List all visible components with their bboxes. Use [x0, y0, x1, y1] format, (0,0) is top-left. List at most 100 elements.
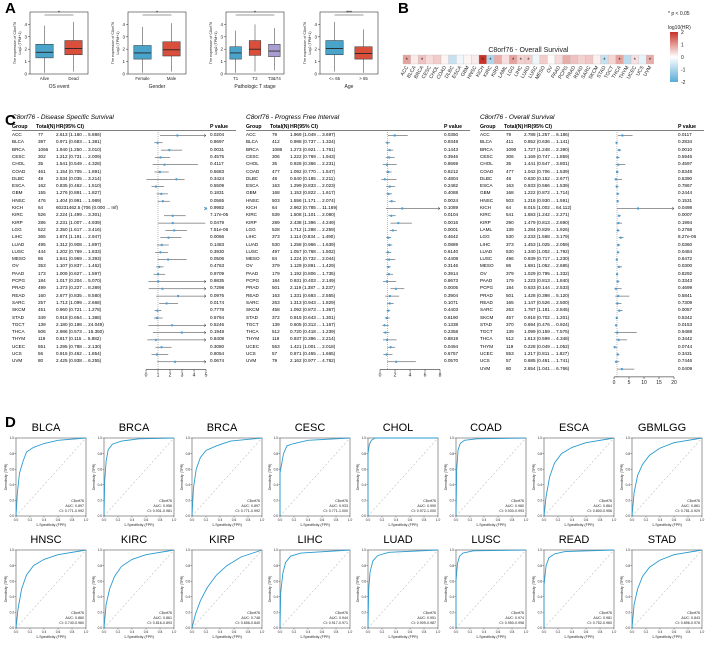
row-pvalue: 0.0409 [678, 365, 693, 371]
sig-label: * [58, 11, 60, 17]
y-tick-label: 0.0 [626, 514, 631, 518]
row-group: ACC [12, 132, 22, 137]
row-hr: 0.633 (0.144 ... 2.533) [524, 285, 570, 291]
row-group: UVM [480, 365, 491, 371]
row-pvalue: 0.9709 [210, 270, 225, 276]
row-total: 35 [506, 161, 512, 167]
legend-tick: 2 [681, 30, 684, 36]
row-hr: 1.042 (0.706 ... 1.539) [524, 168, 570, 174]
y-tick-label: 0.4 [362, 483, 367, 487]
row-pvalue: 0.9835 [210, 278, 225, 283]
row-hr: 1.421 (1.001 ... 2.018) [290, 343, 336, 349]
x-tick-label: 0.4 [306, 518, 311, 522]
row-group: THCA [480, 336, 493, 342]
sig-star: * [520, 58, 523, 64]
row-group: MESO [12, 256, 26, 262]
row-pvalue: 0.5390 [678, 175, 693, 181]
diagonal-reference [631, 549, 703, 629]
hr-point-THCA [617, 338, 621, 342]
row-total: 503 [272, 197, 280, 203]
row-pvalue: 0.6757 [444, 351, 459, 356]
x-tick-label: 0.0 [190, 630, 195, 634]
hr-point-MESO [617, 265, 621, 269]
hr-point-SARC [165, 302, 168, 305]
row-hr: 2.986 (0.573 ... 15.350) [56, 329, 104, 335]
row-group: UCEC [12, 343, 26, 349]
row-hr: 0.852 (0.636 ... 1.141) [524, 139, 570, 145]
sig-label: * [254, 11, 256, 17]
y-tick-label: 0.4 [10, 483, 15, 487]
x-tick-label: 0.8 [70, 518, 75, 522]
roc-title: COAD [470, 422, 502, 434]
x-tick-label: 1.0 [84, 518, 89, 522]
row-pvalue: 0.0976 [210, 292, 225, 298]
cancer-label: UCS [635, 64, 646, 77]
row-hr: 1.092 (0.873 ... 1.367) [290, 307, 336, 313]
roc-plot-GBMLGG: 0.00.0 0.2 0.2 0.4 0.4 0.6 0.6 0.8 0.8 1.0 1.0 1-Sp… [620, 436, 704, 527]
x-tick-label: 0.4 [218, 518, 223, 522]
x-tick-label: 0.8 [598, 630, 603, 634]
x-tick-label: 0.6 [672, 518, 677, 522]
row-group: COAD [246, 168, 260, 174]
ci-label: CI: 0.917-0.971 [323, 621, 348, 625]
x-tick-label: 0 [145, 373, 148, 379]
x-tick-label: 0.0 [542, 630, 547, 634]
hr-point-THYM [385, 338, 389, 342]
x-tick-label: 0.8 [510, 630, 515, 634]
hr-point-CESC [159, 156, 162, 159]
row-pvalue: 0.4088 [444, 190, 459, 196]
row-hr: 0.931 (0.403 ... 2.149) [290, 278, 336, 283]
row-hr: 1.114 (0.834 ... 1.490) [290, 234, 335, 240]
y-tick-label: 0.4 [450, 595, 455, 599]
hr-point-KIRP [617, 221, 620, 225]
x-tick-label: T3&T4 [268, 76, 282, 81]
row-pvalue: 0.4597 [678, 161, 693, 167]
x-tick-label: > 65 [359, 76, 368, 81]
x-tick-label: 0.0 [14, 518, 19, 522]
roc-title: LIHC [297, 534, 323, 546]
roc-curve [103, 549, 175, 629]
y-tick-label: 4 [314, 22, 317, 27]
column-header: P value [444, 124, 463, 130]
sig-star: * [482, 58, 485, 64]
row-pvalue: 0.0174 [210, 299, 225, 305]
y-tick-label: 2 [24, 47, 27, 52]
y-tick-label: 0.0 [186, 626, 191, 630]
row-hr: 1.299 (0.833 ... 2.023) [290, 183, 336, 189]
legend-tick: 1 [681, 43, 684, 49]
y-axis-label: The expression of C8orf76 [209, 22, 213, 64]
diagonal-reference [15, 437, 87, 517]
roc-title: BLCA [31, 422, 61, 434]
row-hr: 1.541 (0.549 ... 4.328) [56, 161, 102, 167]
row-total: 119 [38, 336, 46, 342]
box-Female [133, 45, 152, 60]
row-group: CESC [12, 153, 25, 159]
x-tick-label: 0.2 [292, 518, 297, 522]
row-total: 512 [272, 329, 280, 335]
y-tick-label: 1.0 [450, 548, 455, 552]
ci-arrow [203, 279, 207, 284]
y-tick-label: 0.6 [98, 579, 103, 583]
row-pvalue: 0.3343 [678, 278, 693, 283]
row-pvalue: 0.0889 [444, 241, 459, 247]
y-axis-label: The expression of C8orf76 [303, 22, 307, 64]
row-hr: 2.438 (1.396 ... 4.249) [290, 219, 336, 225]
row-hr: 1.153 (0.822 ... 1.617) [290, 190, 336, 196]
y-tick-label: 3 [122, 34, 125, 39]
row-group: ACC [480, 132, 490, 137]
y-tick-label: 0.0 [362, 514, 367, 518]
heatmap-cell-SARC [585, 54, 594, 65]
x-tick-label: 1 [157, 373, 160, 379]
y-tick-label: 0.8 [186, 564, 191, 568]
y-tick-label: 0.0 [274, 514, 279, 518]
hr-point-LGG [173, 229, 176, 232]
row-pvalue: 0.0016 [444, 219, 459, 225]
roc-title: KIRP [209, 534, 235, 546]
row-hr: 1.441 (0.547 ... 3.801) [524, 161, 570, 167]
boxplot-1: 0 1 2 3 4 The expression of C8orf76 Log2 (TPM+… [13, 11, 89, 90]
row-total: 530 [506, 234, 514, 240]
row-hr: 1.147 (0.526 ... 2.500) [524, 299, 570, 305]
y-tick-label: 3 [314, 34, 317, 39]
x-tick-label: 0.2 [28, 630, 33, 634]
x-tick-label: 0.8 [246, 518, 251, 522]
